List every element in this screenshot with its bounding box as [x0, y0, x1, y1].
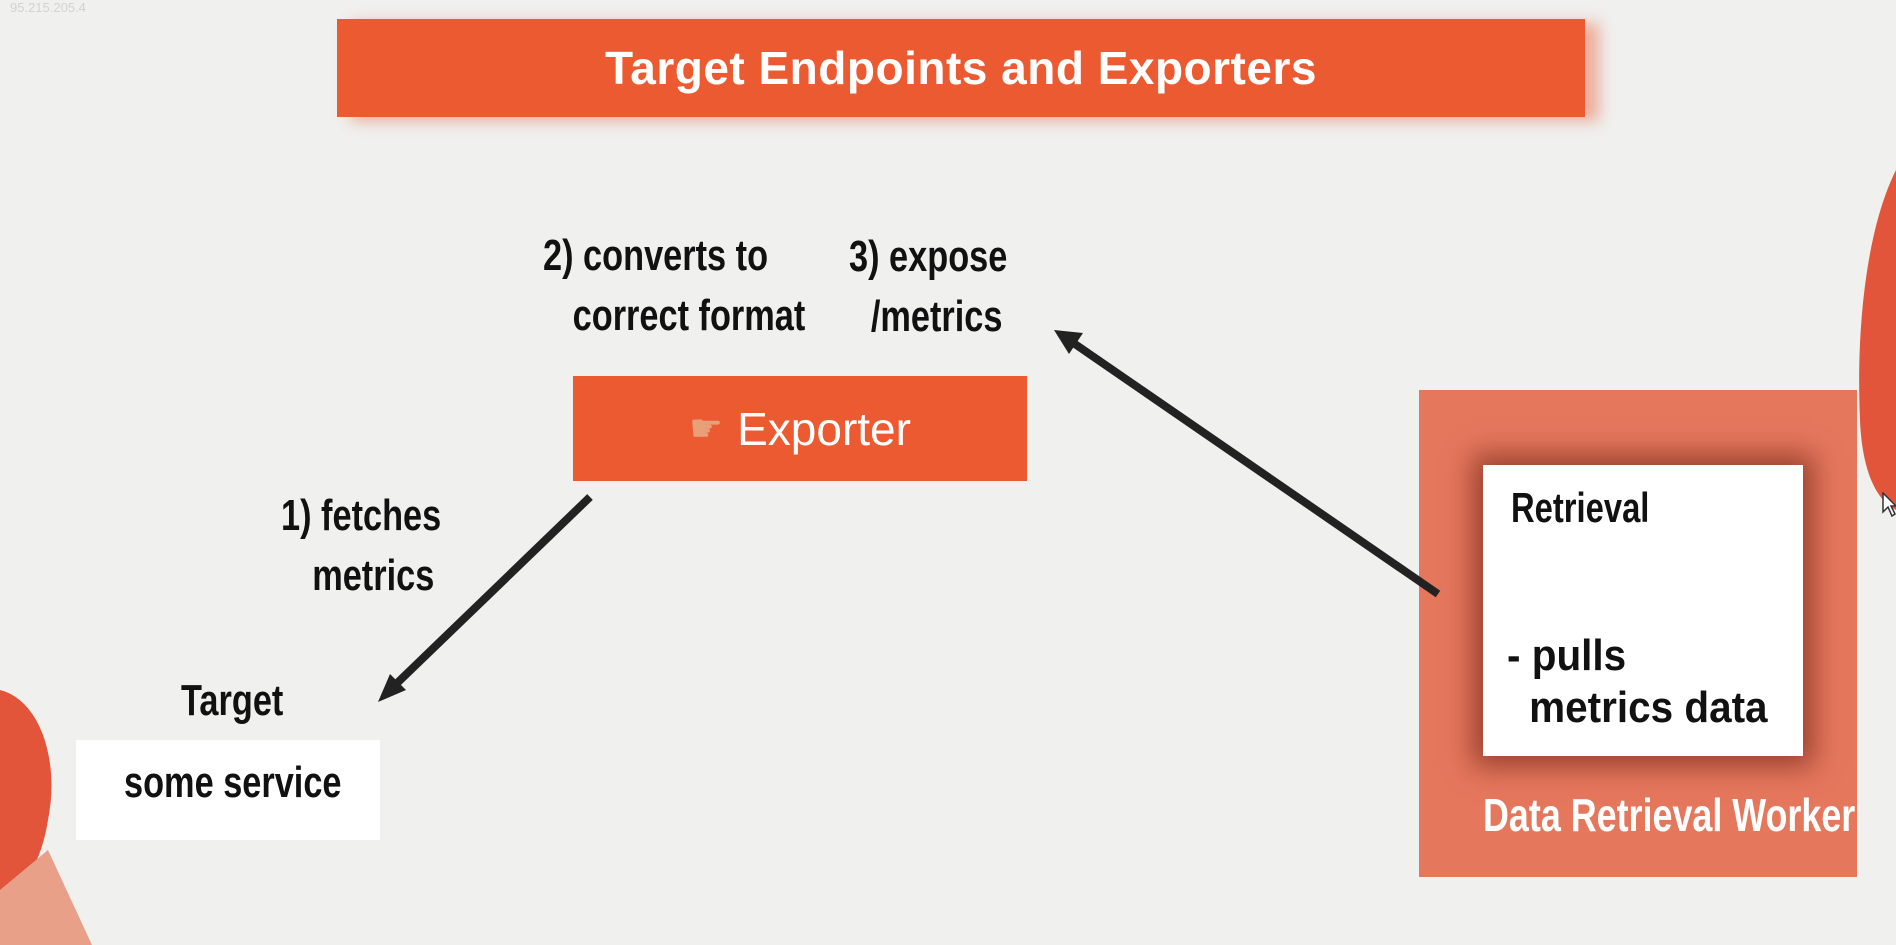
step-convert-line2: correct format [572, 291, 806, 340]
step-fetch-label: 1) fetches metrics [281, 486, 441, 606]
step-convert-label: 2) converts to correct format [543, 226, 805, 346]
step-expose-line2: /metrics [870, 292, 1003, 341]
step-fetch-line1: 1) fetches [281, 491, 442, 540]
exporter-label: Exporter [737, 402, 911, 455]
target-label: Target [181, 676, 284, 725]
data-retrieval-worker-label: Data Retrieval Worker [1483, 789, 1856, 841]
retrieval-description-line1: - pulls [1507, 631, 1627, 680]
title-banner: Target Endpoints and Exporters [337, 19, 1585, 117]
retrieval-card [1483, 465, 1803, 756]
service-box [76, 740, 380, 840]
decorative-shape-left [0, 690, 92, 945]
ip-address-overlay: 95.215.205.4 [10, 0, 86, 15]
decorative-shape-right [1859, 170, 1896, 510]
pointing-hand-icon: ☛ [689, 408, 724, 450]
page-title: Target Endpoints and Exporters [605, 42, 1317, 94]
retrieval-title: Retrieval [1511, 484, 1650, 531]
step-expose-label: 3) expose /metrics [849, 227, 1007, 347]
step-fetch-line2: metrics [312, 551, 435, 600]
step-convert-line1: 2) converts to [543, 231, 769, 280]
expose-arrow [1054, 330, 1441, 598]
service-label: some service [124, 758, 342, 807]
fetch-arrow [378, 494, 593, 702]
retrieval-description: - pulls metrics data [1507, 630, 1768, 734]
step-expose-line1: 3) expose [849, 232, 1008, 281]
exporter-box: ☛ Exporter [573, 376, 1027, 481]
retrieval-description-line2: metrics data [1529, 683, 1768, 732]
mouse-cursor-icon [1882, 492, 1896, 518]
